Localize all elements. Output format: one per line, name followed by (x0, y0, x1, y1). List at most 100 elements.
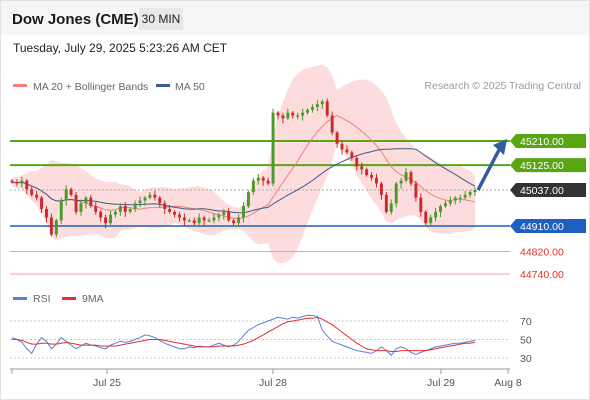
candle-body (261, 177, 265, 181)
candle-body (266, 180, 270, 184)
projection-arrow-head (493, 139, 507, 155)
title-bar: Dow Jones (CME) 30 MIN (1, 1, 589, 35)
x-tick-label: Aug 8 (494, 377, 522, 389)
candle-body (434, 211, 438, 218)
candle-body (143, 197, 147, 201)
candle-body (10, 180, 14, 183)
candle-body (291, 112, 295, 116)
x-tick-label: Jul 28 (259, 377, 287, 389)
candle-body (379, 183, 383, 195)
candle-body (355, 158, 359, 167)
candle-body (15, 182, 19, 184)
candle-body (463, 194, 467, 198)
candle-body (394, 183, 398, 204)
candle-body (99, 211, 103, 218)
candle-body (20, 180, 24, 184)
candle-body (197, 217, 201, 224)
level-badges: 45210.00 45125.00 45037.00 44910.00 44820.00… (510, 134, 586, 281)
rsi-legend: RSI 9MA (13, 293, 104, 305)
candle-body (296, 115, 300, 117)
candle-body (448, 200, 452, 204)
candle-body (365, 169, 369, 175)
candle-body (453, 197, 457, 201)
candle-body (123, 206, 127, 212)
level-badge-text: 45210.00 (520, 136, 564, 148)
candle-body (128, 209, 132, 212)
candle-body (138, 200, 142, 204)
candle-body (389, 203, 393, 212)
rsi-panel: 70 50 30 (10, 314, 532, 365)
candle-body (443, 203, 447, 207)
rsi-tick-label: 70 (520, 316, 532, 328)
candle-body (301, 112, 305, 116)
candle-body (227, 211, 231, 221)
copyright-text: Research © 2025 Trading Central (424, 80, 581, 92)
rsi-tick-label: 30 (520, 353, 532, 365)
level-lines (10, 140, 510, 275)
candle-body (281, 115, 285, 119)
instrument-title: Dow Jones (CME) (12, 11, 139, 28)
candle-body (335, 132, 339, 144)
candle-body (69, 189, 73, 195)
bollinger-band (12, 64, 475, 264)
candle-body (399, 180, 403, 184)
candle-body (40, 197, 44, 209)
rsi-9ma-line (12, 316, 476, 352)
candle-body (370, 175, 374, 178)
candle-body (232, 220, 236, 224)
candle-body (163, 203, 167, 209)
candle-body (286, 112, 290, 119)
candle-body (409, 172, 413, 184)
candle-body (350, 152, 354, 158)
candle-body (306, 109, 309, 113)
candle-body (419, 197, 423, 212)
candle-body (74, 194, 78, 212)
candle-body (315, 104, 319, 107)
legend-9ma-label: 9MA (82, 293, 104, 305)
level-badge-45125.00 (510, 158, 586, 173)
price-legend: MA 20 + Bollinger Bands MA 50 (13, 81, 205, 93)
candle-body (468, 192, 472, 195)
candle-body (118, 206, 122, 212)
candle-body (414, 183, 418, 198)
candle-body (182, 217, 186, 221)
level-badge-text: 45125.00 (520, 160, 564, 172)
timeframe-badge[interactable]: 30 MIN (139, 8, 183, 30)
candle-body (89, 197, 93, 207)
candle-body (173, 211, 177, 215)
candle-body (64, 189, 68, 201)
projection-arrow (476, 139, 507, 191)
candle-body (345, 149, 349, 153)
legend-ma50-label: MA 50 (175, 81, 205, 93)
candle-body (242, 206, 245, 218)
x-axis: Jul 25 Jul 28 Jul 29 Aug 8 (10, 368, 522, 389)
candle-body (158, 197, 162, 204)
candle-body (429, 217, 433, 224)
candle-body (113, 211, 117, 215)
level-badge-text: 44910.00 (520, 221, 564, 233)
candle-body (207, 220, 211, 222)
candle-body (473, 190, 477, 192)
candle-body (237, 217, 241, 224)
candle-body (276, 112, 280, 116)
candle-body (192, 220, 196, 224)
x-tick-label: Jul 29 (427, 377, 455, 389)
legend-9ma-swatch (62, 297, 76, 300)
candle-body (84, 197, 88, 204)
candle-body (153, 194, 157, 198)
legend-rsi-label: RSI (33, 293, 51, 305)
candle-body (133, 203, 137, 209)
candle-body (360, 166, 364, 170)
projection-arrow-shaft (476, 147, 502, 191)
candle-body (217, 214, 221, 218)
candle-body (375, 177, 378, 184)
level-badge-text: 45037.00 (520, 185, 564, 197)
level-label-text: 44820.00 (520, 247, 564, 259)
rsi-tick-label: 50 (520, 335, 532, 347)
candle-body (256, 177, 260, 181)
rsi-line (11, 314, 476, 356)
candle-body (178, 214, 181, 218)
candle-body (384, 194, 388, 212)
candle-body (310, 107, 314, 110)
